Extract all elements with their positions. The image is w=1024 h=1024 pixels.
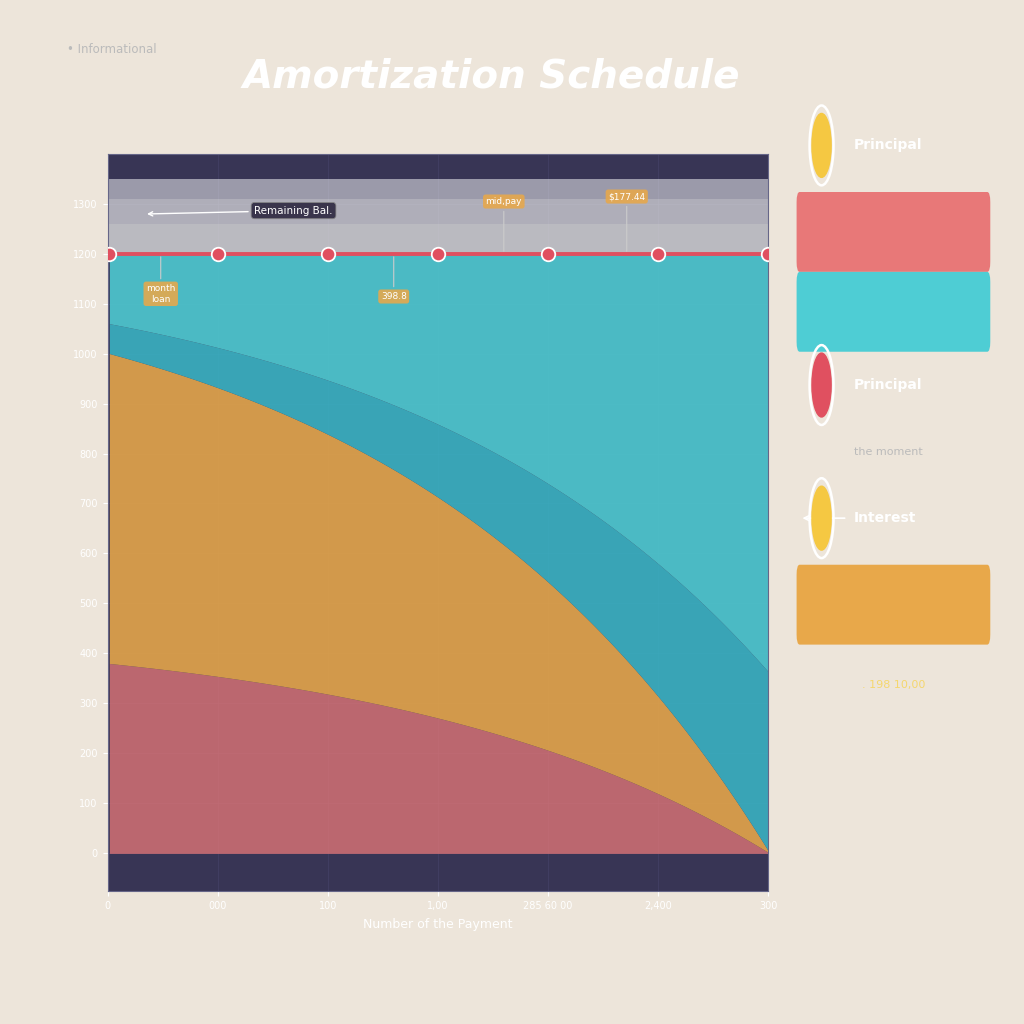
Text: $20,580.00: $20,580.00: [860, 227, 927, 237]
Point: [650, 246, 667, 262]
Text: $356.40: $356.40: [869, 600, 918, 609]
Point: [430, 246, 446, 262]
Point: [319, 246, 336, 262]
Text: Principal: Principal: [854, 138, 922, 153]
Text: Interest: Interest: [854, 511, 915, 525]
Text: $209,040: $209,040: [866, 307, 921, 316]
FancyBboxPatch shape: [797, 193, 990, 272]
FancyBboxPatch shape: [797, 272, 990, 351]
Circle shape: [812, 353, 831, 417]
Circle shape: [812, 114, 831, 177]
Text: $177.44: $177.44: [608, 193, 645, 251]
Point: [101, 246, 118, 262]
Text: Remaining Bal.: Remaining Bal.: [148, 206, 333, 216]
Text: 398.8: 398.8: [381, 257, 407, 301]
Circle shape: [812, 486, 831, 550]
Text: Principal: Principal: [854, 378, 922, 392]
Text: mid,pay: mid,pay: [485, 197, 522, 251]
Text: • Informational: • Informational: [67, 43, 157, 55]
FancyBboxPatch shape: [797, 565, 990, 645]
Text: month
loan: month loan: [146, 257, 175, 303]
X-axis label: Number of the Payment: Number of the Payment: [364, 918, 512, 931]
Text: the moment: the moment: [854, 446, 923, 457]
Point: [760, 246, 776, 262]
Point: [210, 246, 226, 262]
Point: [540, 246, 556, 262]
Text: . 198 10,00: . 198 10,00: [862, 680, 925, 689]
Text: Amortization Schedule: Amortization Schedule: [243, 57, 740, 96]
